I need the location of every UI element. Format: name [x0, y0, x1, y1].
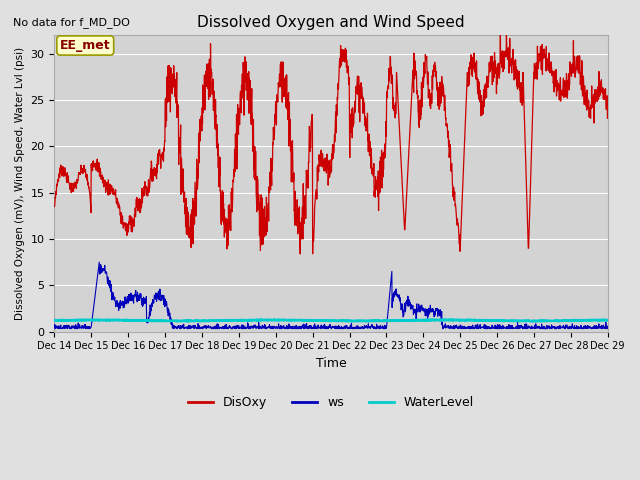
Text: EE_met: EE_met	[60, 39, 111, 52]
Y-axis label: Dissolved Oxygen (mV), Wind Speed, Water Lvl (psi): Dissolved Oxygen (mV), Wind Speed, Water…	[15, 47, 25, 320]
Text: No data for f_MD_DO: No data for f_MD_DO	[13, 17, 130, 28]
Title: Dissolved Oxygen and Wind Speed: Dissolved Oxygen and Wind Speed	[197, 15, 465, 30]
Legend: DisOxy, ws, WaterLevel: DisOxy, ws, WaterLevel	[183, 391, 479, 414]
X-axis label: Time: Time	[316, 357, 346, 370]
